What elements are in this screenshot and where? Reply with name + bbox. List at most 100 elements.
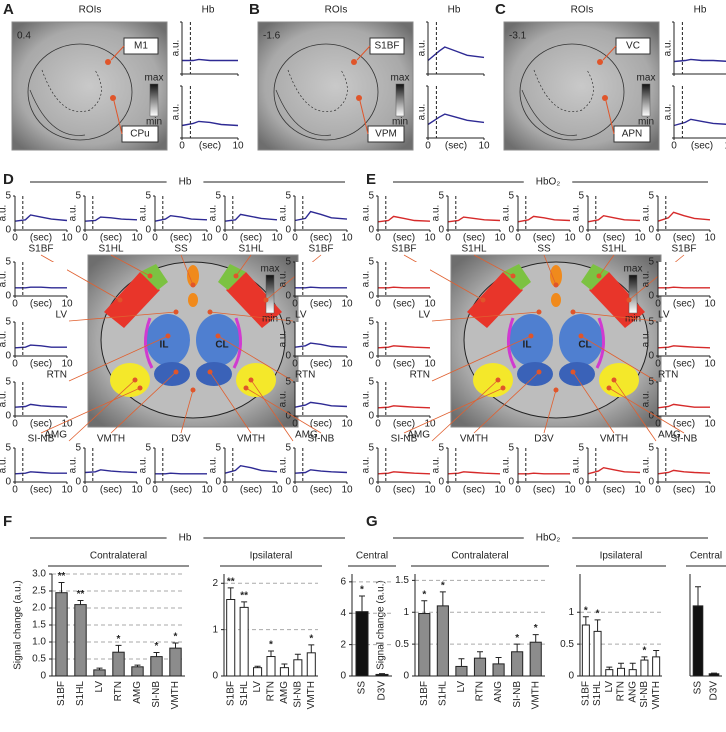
trace-bg bbox=[588, 196, 640, 230]
x-axis-label: (sec) bbox=[393, 485, 415, 496]
y-tick-label: 0 bbox=[368, 411, 374, 422]
trace-bg bbox=[674, 22, 726, 74]
roi-dot bbox=[207, 369, 213, 375]
x-tick-label: 0 bbox=[515, 485, 521, 496]
x-axis-label: (sec) bbox=[393, 233, 415, 244]
trace-bg bbox=[15, 196, 67, 230]
x-tick-label: 0 bbox=[292, 233, 298, 244]
trace-bg bbox=[588, 448, 640, 482]
x-tick-label: 10 bbox=[564, 233, 576, 244]
bar bbox=[55, 592, 68, 677]
bar bbox=[418, 613, 431, 677]
y-axis-label: a.u. bbox=[68, 205, 79, 222]
trace-line bbox=[224, 464, 278, 474]
region-label: RTN bbox=[658, 370, 678, 381]
y-tick-label: 0 bbox=[5, 411, 11, 422]
y-tick-label: 5 bbox=[508, 443, 514, 454]
colorbar-min: min bbox=[638, 117, 654, 128]
x-tick-label: 10 bbox=[341, 485, 353, 496]
x-tick-label: S1HL bbox=[239, 681, 250, 706]
colorbar-min: min bbox=[392, 117, 408, 128]
significance: ** bbox=[77, 589, 85, 600]
bar bbox=[131, 666, 144, 677]
region-cortex bbox=[104, 272, 160, 328]
trace-line bbox=[377, 405, 431, 409]
x-tick-label: LV bbox=[252, 681, 263, 693]
y-axis-label: a.u. bbox=[361, 271, 372, 288]
error-bar bbox=[359, 595, 365, 612]
y-tick-label: 0 bbox=[40, 671, 46, 682]
y-axis-label: a.u. bbox=[361, 331, 372, 348]
x-tick-label: RTN bbox=[616, 681, 627, 701]
trace-bg bbox=[428, 86, 484, 138]
x-tick-label: 0 bbox=[82, 485, 88, 496]
y-axis-label: a.u. bbox=[0, 391, 9, 408]
trace-bg bbox=[295, 382, 347, 416]
y-tick-label: 5 bbox=[285, 257, 291, 268]
trace-line bbox=[447, 471, 501, 475]
roi-dot bbox=[536, 309, 542, 315]
x-tick-label: 0 bbox=[655, 359, 661, 370]
roi-title: ROIs bbox=[79, 5, 102, 16]
x-axis-label: (sec) bbox=[603, 485, 625, 496]
x-axis-label: (sec) bbox=[170, 233, 192, 244]
error-bar bbox=[379, 673, 385, 675]
y-tick-label: 0 bbox=[403, 671, 409, 682]
x-axis-label: (sec) bbox=[603, 233, 625, 244]
x-tick-label: 0 bbox=[671, 141, 677, 152]
brain-structure bbox=[521, 89, 578, 136]
colorbar-max: max bbox=[261, 264, 280, 275]
brain-structure bbox=[41, 69, 102, 112]
region-label: RTN bbox=[47, 370, 67, 381]
bar bbox=[74, 604, 87, 677]
roi-dot bbox=[233, 273, 239, 279]
x-tick-label: 0 bbox=[445, 233, 451, 244]
trace-bg bbox=[428, 22, 484, 74]
x-axis-label: (sec) bbox=[393, 299, 415, 310]
roi-dot bbox=[495, 377, 501, 383]
trace-bg bbox=[378, 322, 430, 356]
y-tick-label: 0 bbox=[145, 225, 151, 236]
bar bbox=[628, 669, 637, 677]
x-tick-label: 0 bbox=[152, 233, 158, 244]
region-s1hl bbox=[503, 264, 531, 290]
x-tick-label: 10 bbox=[341, 359, 353, 370]
error-bar bbox=[711, 672, 717, 674]
trace-bg bbox=[674, 86, 726, 138]
x-tick-label: 10 bbox=[478, 141, 490, 152]
connector bbox=[608, 387, 685, 434]
y-tick-label: 5 bbox=[438, 443, 444, 454]
y-tick-label: 0 bbox=[5, 291, 11, 302]
y-tick-label: 0 bbox=[648, 411, 654, 422]
significance: ** bbox=[227, 577, 235, 588]
x-axis-label: (sec) bbox=[463, 233, 485, 244]
section-title: HbO₂ bbox=[536, 533, 561, 544]
region-label: SI-NB bbox=[671, 434, 698, 445]
y-axis-label: a.u. bbox=[278, 457, 289, 474]
bar bbox=[511, 651, 524, 677]
y-axis-label: a.u. bbox=[361, 391, 372, 408]
x-tick-label: D3V bbox=[377, 681, 388, 701]
connector bbox=[572, 371, 615, 434]
bar bbox=[253, 667, 263, 677]
panel-letter: B bbox=[249, 1, 260, 18]
y-axis-label: a.u. bbox=[208, 457, 219, 474]
error-bar bbox=[532, 634, 539, 643]
y-tick-label: 0 bbox=[578, 225, 584, 236]
y-tick-label: 5 bbox=[75, 191, 81, 202]
trace-bg bbox=[518, 196, 570, 230]
connector bbox=[245, 387, 322, 434]
trace-bg bbox=[225, 448, 277, 482]
x-tick-label: AMG bbox=[279, 681, 290, 704]
trace-bg bbox=[295, 322, 347, 356]
connector bbox=[572, 311, 657, 322]
trace-bg bbox=[658, 382, 710, 416]
region-thalamus bbox=[559, 314, 603, 366]
roi-dot bbox=[510, 273, 516, 279]
roi-dot bbox=[597, 59, 603, 65]
x-tick-label: 10 bbox=[704, 419, 716, 430]
y-axis-label: a.u. bbox=[501, 457, 512, 474]
y-tick-label: 0 bbox=[578, 477, 584, 488]
trace-bg bbox=[15, 448, 67, 482]
